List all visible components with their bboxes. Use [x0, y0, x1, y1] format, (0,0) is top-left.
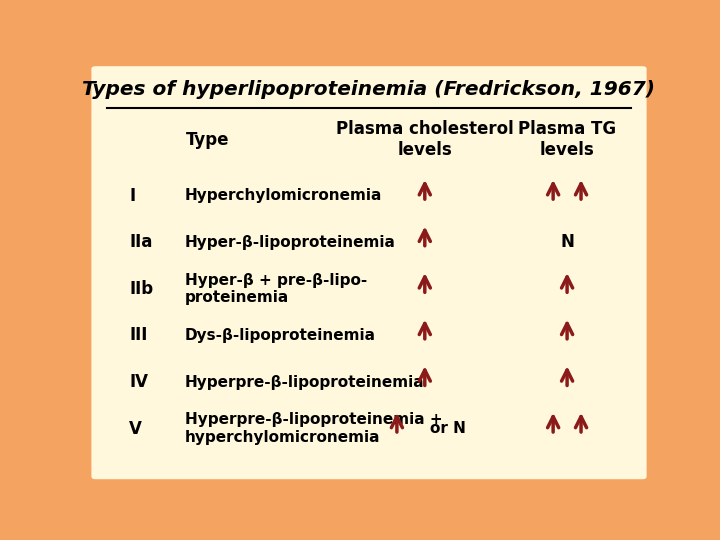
- Text: Type: Type: [186, 131, 229, 149]
- Text: N: N: [560, 233, 574, 251]
- Text: IV: IV: [129, 373, 148, 391]
- Text: III: III: [129, 327, 148, 345]
- Text: I: I: [129, 187, 135, 205]
- Text: Plasma cholesterol
levels: Plasma cholesterol levels: [336, 120, 513, 159]
- Text: Hyperpre-β-lipoproteinemia +
hyperchylomicronemia: Hyperpre-β-lipoproteinemia + hyperchylom…: [185, 413, 443, 445]
- Text: or N: or N: [431, 421, 467, 436]
- Text: Dys-β-lipoproteinemia: Dys-β-lipoproteinemia: [185, 328, 376, 343]
- Text: Types of hyperlipoproteinemia (Fredrickson, 1967): Types of hyperlipoproteinemia (Fredricks…: [83, 80, 655, 99]
- Text: V: V: [129, 420, 142, 437]
- Text: Hyper-β + pre-β-lipo-
proteinemia: Hyper-β + pre-β-lipo- proteinemia: [185, 273, 367, 305]
- Text: IIb: IIb: [129, 280, 153, 298]
- Text: Hyper-β-lipoproteinemia: Hyper-β-lipoproteinemia: [185, 235, 396, 250]
- Text: IIa: IIa: [129, 233, 153, 251]
- Text: Plasma TG
levels: Plasma TG levels: [518, 120, 616, 159]
- Text: Hyperpre-β-lipoproteinemia: Hyperpre-β-lipoproteinemia: [185, 375, 425, 389]
- FancyBboxPatch shape: [90, 65, 648, 481]
- Text: Hyperchylomicronemia: Hyperchylomicronemia: [185, 188, 382, 203]
